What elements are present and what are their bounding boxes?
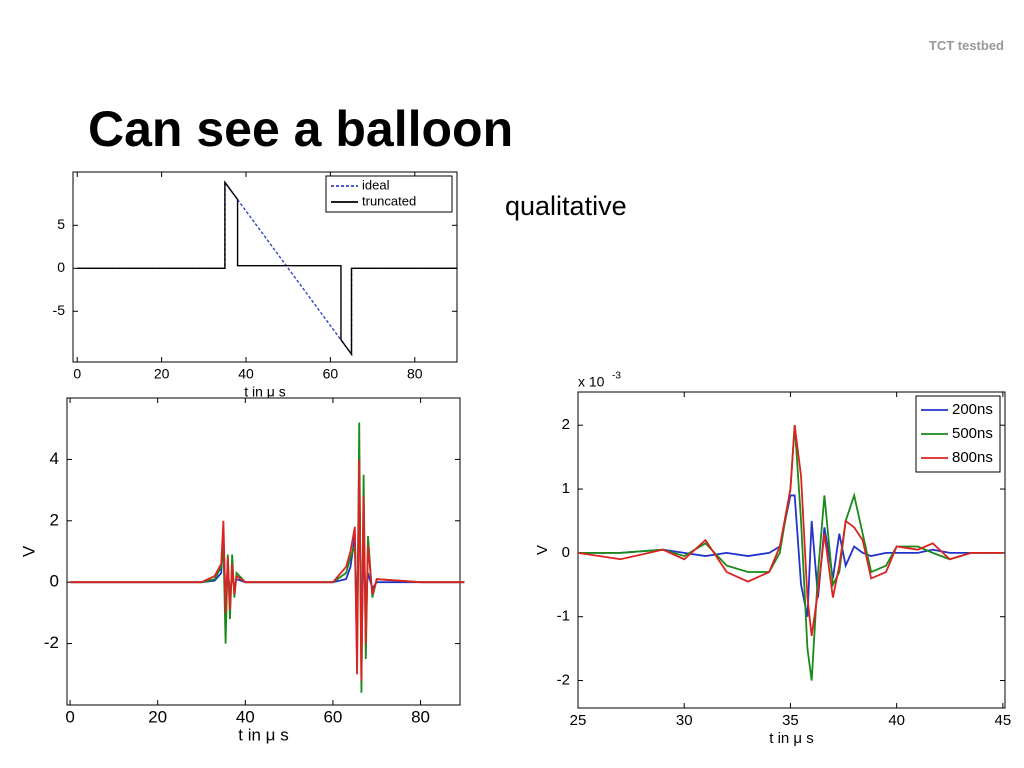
x-axis-label: t in μ s: [238, 725, 288, 744]
legend-label: 500ns: [952, 425, 993, 442]
note: qualitative: [505, 191, 627, 221]
series-line: [77, 180, 457, 357]
y-tick-label: 5: [57, 216, 65, 232]
x-tick-label: 0: [65, 707, 74, 726]
x-axis-label: t in μ s: [769, 730, 814, 747]
x-tick-label: 80: [411, 707, 430, 726]
x-tick-label: 25: [570, 712, 587, 729]
y-scale-exponent: -3: [612, 371, 621, 382]
y-tick-label: 0: [57, 259, 65, 275]
x-axis-label: t in μ s: [244, 384, 286, 400]
legend-label: 200ns: [952, 401, 993, 418]
x-tick-label: 40: [238, 366, 254, 382]
series-line: [577, 425, 1003, 636]
x-tick-label: 0: [73, 366, 81, 382]
slide-title: Can see a balloon: [88, 101, 514, 157]
series-line: [578, 494, 1003, 617]
legend-label: truncated: [362, 193, 416, 208]
y-axis-label: V: [534, 545, 551, 555]
x-tick-label: 40: [888, 712, 905, 729]
plot-frame: [66, 397, 461, 706]
x-tick-label: 35: [782, 712, 799, 729]
series-line: [70, 459, 465, 681]
y-tick-label: 0: [562, 544, 570, 561]
y-tick-label: -2: [44, 633, 59, 652]
x-tick-label: 60: [323, 707, 342, 726]
legend-box: [325, 175, 453, 213]
y-tick-label: 2: [562, 416, 570, 433]
legend-label: 800ns: [952, 449, 993, 466]
x-tick-label: 30: [676, 712, 693, 729]
y-tick-label: -5: [53, 302, 66, 318]
x-tick-label: 80: [407, 366, 423, 382]
legend-label: ideal: [362, 177, 390, 192]
chart: 0 20 40 60 80 -2 0 2 4 t in μ s V: [19, 397, 465, 744]
x-tick-label: 20: [154, 366, 170, 382]
chart: 25 30 35 40 45 -2 -1 0 1 2 t in μ s Vx 10 -3 200ns 500…: [534, 371, 1011, 747]
header: TCT testbed: [928, 38, 1004, 53]
x-tick-label: 60: [323, 366, 339, 382]
y-tick-label: 1: [562, 480, 570, 497]
x-tick-label: 20: [148, 707, 167, 726]
x-tick-label: 45: [995, 712, 1012, 729]
x-tick-label: 40: [236, 707, 255, 726]
y-tick-label: 4: [50, 449, 59, 468]
y-tick-label: 2: [50, 510, 59, 529]
y-tick-label: -2: [557, 672, 570, 689]
y-tick-label: 0: [50, 572, 59, 591]
y-tick-label: -1: [557, 608, 570, 625]
series-line: [578, 425, 1003, 681]
y-scale-base: x 10: [578, 374, 605, 390]
y-axis-label: V: [19, 545, 38, 557]
